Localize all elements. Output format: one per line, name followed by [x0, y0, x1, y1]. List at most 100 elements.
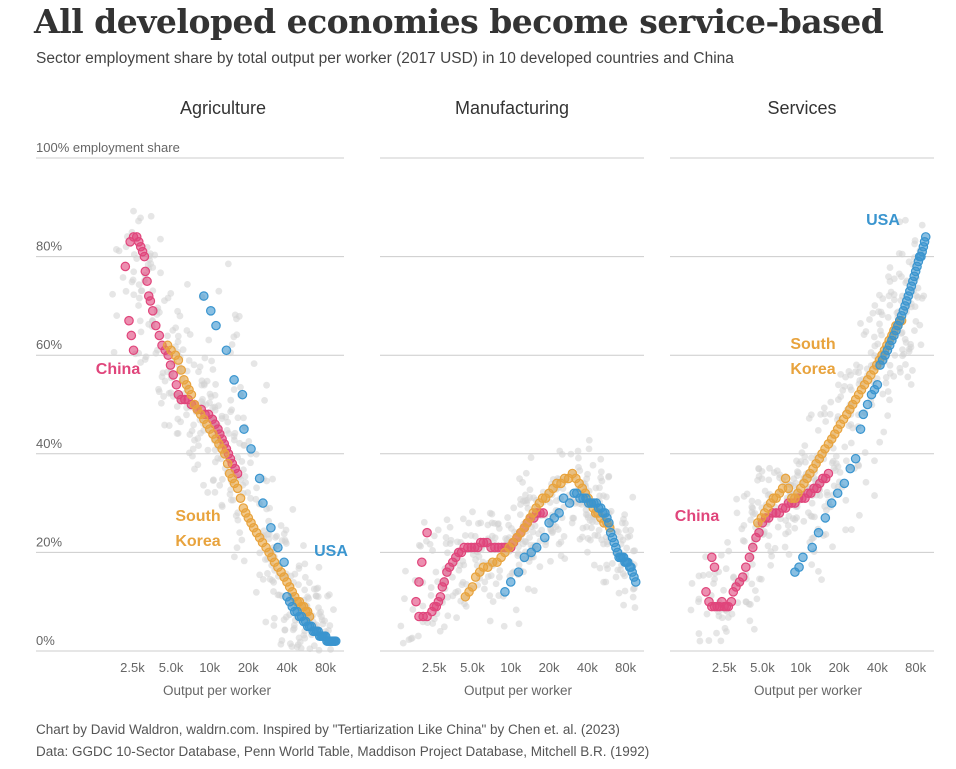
- services-other-country-point: [855, 511, 863, 519]
- agriculture-other-country-point: [212, 381, 219, 388]
- manufacturing-other-country-point: [461, 532, 469, 539]
- services-usa-point: [862, 399, 873, 410]
- agriculture-other-country-point: [119, 274, 127, 281]
- agriculture-other-country-point: [315, 646, 323, 654]
- services-china-point: [737, 572, 748, 582]
- services-china-point: [726, 596, 737, 607]
- services-other-country-point: [867, 349, 875, 356]
- agriculture-other-country-point: [319, 620, 327, 628]
- manufacturing-other-country-point: [583, 523, 590, 531]
- services-usa-label: USA: [866, 212, 900, 229]
- manufacturing-other-country-point: [591, 531, 599, 539]
- agriculture-other-country-point: [128, 278, 136, 286]
- services-other-country-point: [904, 373, 912, 381]
- series-label-line: Korea: [790, 361, 835, 378]
- agriculture-other-country-point: [231, 429, 239, 437]
- agriculture-other-country-point: [252, 495, 260, 503]
- manufacturing-other-country-point: [446, 523, 454, 531]
- services-other-country-point: [730, 574, 737, 582]
- agriculture-other-country-point: [167, 389, 175, 397]
- agriculture-usa-point: [237, 389, 248, 400]
- manufacturing-other-country-point: [452, 589, 460, 596]
- agriculture-usa-point: [258, 498, 268, 508]
- agriculture-other-country-point: [133, 255, 141, 262]
- agriculture-other-country-point: [130, 268, 138, 276]
- manufacturing-usa-point: [519, 552, 530, 563]
- services-other-country-point: [794, 472, 801, 479]
- services-other-country-point: [749, 510, 757, 518]
- services-other-country-point: [822, 418, 830, 425]
- agriculture-x-tick-label: 80k: [315, 660, 336, 675]
- agriculture-x-tick-label: 10k: [199, 660, 220, 675]
- manufacturing-other-country-point: [458, 581, 466, 589]
- manufacturing-other-country-point: [472, 556, 479, 563]
- services-other-country-point: [695, 572, 703, 580]
- agriculture-other-country-point: [164, 332, 171, 340]
- manufacturing-china-point: [435, 591, 446, 602]
- agriculture-other-country-point: [281, 626, 289, 634]
- manufacturing-china-point: [439, 577, 450, 587]
- agriculture-other-country-point: [234, 453, 242, 461]
- agriculture-other-country-point: [272, 533, 279, 541]
- agriculture-south-korea-point: [222, 458, 233, 469]
- manufacturing-other-country-point: [600, 492, 607, 500]
- agriculture-other-country-point: [161, 377, 169, 385]
- services-other-country-point: [800, 517, 808, 525]
- services-x-tick-label: 40k: [867, 660, 888, 675]
- services-usa-point: [839, 478, 850, 489]
- services-other-country-point: [869, 309, 877, 317]
- manufacturing-china-point: [414, 577, 424, 587]
- agriculture-usa-point: [239, 424, 249, 434]
- services-other-country-point: [897, 273, 905, 281]
- agriculture-other-country-point: [113, 312, 121, 320]
- services-usa-point: [850, 453, 861, 464]
- services-other-country-point: [832, 467, 839, 474]
- services-other-country-point: [717, 551, 725, 559]
- y-tick-label: 0%: [36, 633, 55, 648]
- services-other-country-point: [830, 482, 838, 490]
- manufacturing-other-country-point: [489, 598, 497, 605]
- manufacturing-other-country-point: [597, 455, 605, 463]
- manufacturing-other-country-point: [542, 541, 549, 549]
- services-other-country-point: [722, 565, 730, 573]
- agriculture-other-country-point: [204, 489, 212, 496]
- manufacturing-other-country-point: [536, 563, 544, 571]
- services-china-point: [707, 552, 717, 563]
- agriculture-other-country-point: [224, 260, 232, 268]
- agriculture-south-korea-point: [176, 365, 187, 375]
- manufacturing-other-country-point: [557, 552, 565, 560]
- services-other-country-point: [886, 264, 894, 271]
- services-other-country-point: [747, 516, 755, 524]
- manufacturing-usa-point: [531, 542, 542, 553]
- agriculture-other-country-point: [135, 302, 142, 309]
- services-other-country-point: [793, 514, 800, 522]
- services-other-country-point: [842, 457, 850, 465]
- services-other-country-point: [882, 379, 890, 387]
- services-other-country-point: [886, 301, 894, 309]
- agriculture-other-country-point: [218, 475, 226, 483]
- services-other-country-point: [767, 561, 775, 569]
- manufacturing-other-country-point: [414, 632, 422, 640]
- agriculture-other-country-point: [296, 638, 304, 646]
- services-other-country-point: [741, 537, 748, 545]
- services-other-country-point: [785, 551, 793, 558]
- manufacturing-other-country-point: [515, 561, 523, 569]
- manufacturing-usa-point: [513, 567, 524, 577]
- manufacturing-other-country-point: [523, 496, 531, 504]
- agriculture-other-country-point: [289, 506, 297, 513]
- agriculture-other-country-point: [314, 584, 322, 592]
- services-other-country-point: [879, 390, 887, 398]
- y-tick-label: 40%: [36, 436, 62, 451]
- agriculture-china-point: [165, 360, 176, 370]
- agriculture-other-country-point: [174, 429, 182, 437]
- services-other-country-point: [871, 342, 879, 350]
- agriculture-other-country-point: [135, 217, 142, 225]
- services-other-country-point: [829, 457, 837, 465]
- agriculture-other-country-point: [259, 575, 267, 583]
- services-other-country-point: [882, 373, 890, 381]
- manufacturing-other-country-point: [488, 510, 496, 518]
- services-other-country-point: [765, 476, 773, 484]
- agriculture-other-country-point: [208, 357, 215, 365]
- services-other-country-point: [855, 462, 863, 470]
- services-other-country-point: [742, 598, 750, 606]
